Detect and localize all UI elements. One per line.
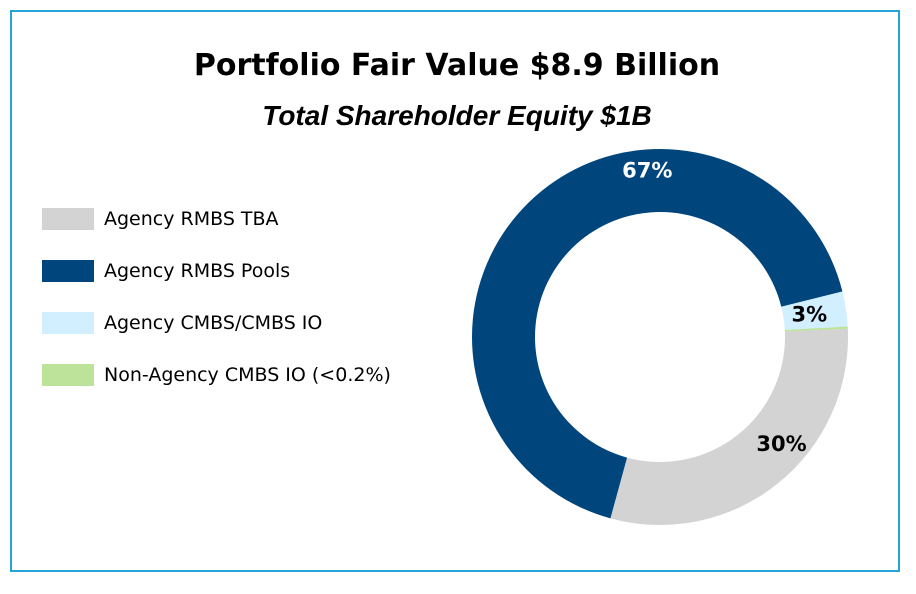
slice-data-label: 3% — [791, 302, 827, 326]
donut-slice — [784, 326, 848, 332]
chart-frame: Portfolio Fair Value $8.9 Billion Total … — [10, 10, 900, 572]
legend-swatch — [42, 260, 94, 282]
legend-item-agency-cmbs: Agency CMBS/CMBS IO — [42, 311, 322, 335]
legend-item-agency-rmbs-tba: Agency RMBS TBA — [42, 207, 279, 231]
donut-chart: 30% 67% 3% — [471, 148, 848, 525]
legend-label: Non-Agency CMBS IO (<0.2%) — [104, 364, 391, 386]
legend-item-non-agency-cmbs-io: Non-Agency CMBS IO (<0.2%) — [42, 363, 391, 387]
legend-label: Agency CMBS/CMBS IO — [104, 312, 323, 334]
chart-subtitle: Total Shareholder Equity $1B — [262, 100, 652, 131]
legend-item-agency-rmbs-pools: Agency RMBS Pools — [42, 259, 290, 283]
legend-swatch — [42, 312, 94, 334]
donut-slice — [781, 291, 848, 330]
legend-label: Agency RMBS Pools — [104, 260, 291, 282]
donut-slice — [471, 148, 843, 519]
legend-swatch — [42, 364, 94, 386]
chart-title: Portfolio Fair Value $8.9 Billion — [193, 48, 721, 83]
donut-slice — [610, 328, 848, 525]
slice-data-label: 30% — [756, 432, 806, 456]
legend-swatch — [42, 208, 94, 230]
legend-label: Agency RMBS TBA — [104, 208, 279, 230]
slice-data-label: 67% — [622, 158, 672, 182]
